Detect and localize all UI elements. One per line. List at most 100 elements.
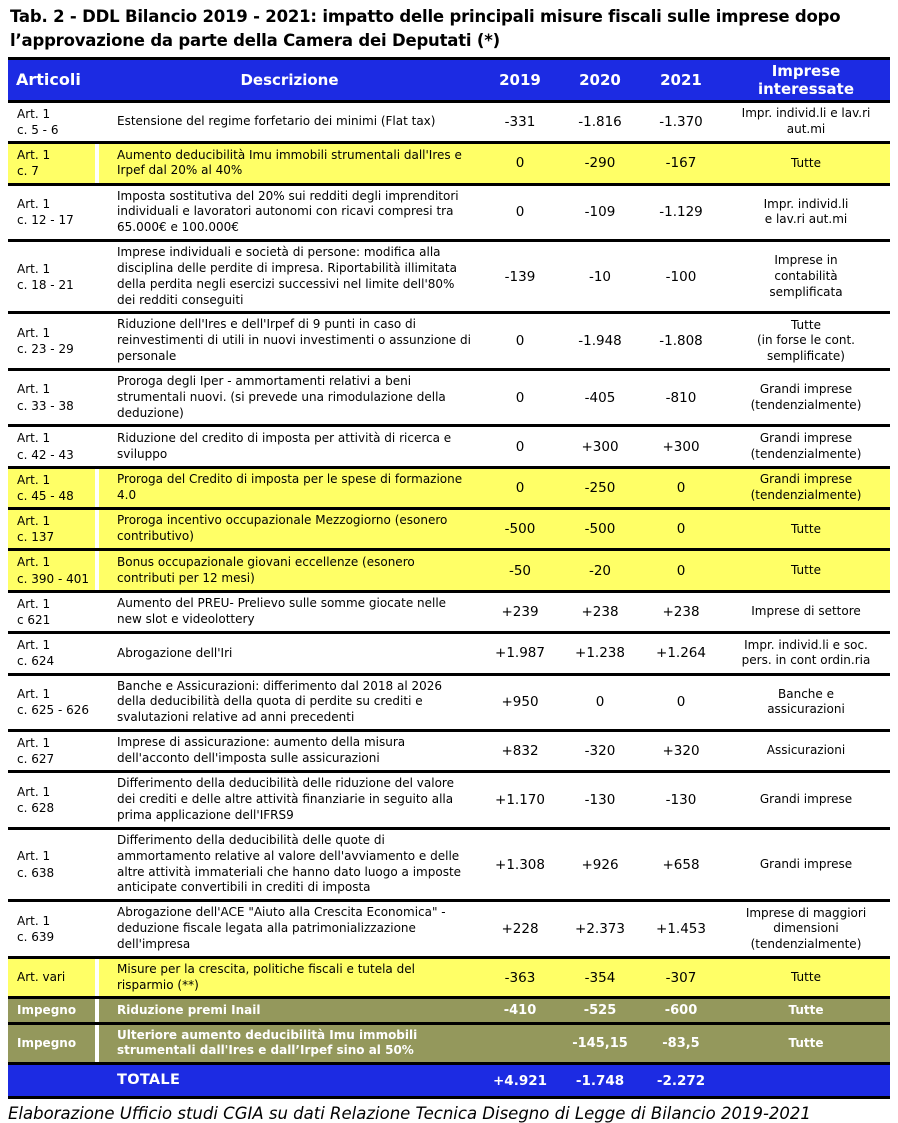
cell-descrizione: Aumento del PREU- Prelievo sulle somme g…	[99, 589, 480, 635]
cell-imprese: Grandi imprese	[722, 770, 890, 830]
cell-value-2021: +1.453	[640, 899, 722, 959]
cell-value-2021: +1.264	[640, 631, 722, 676]
column-gap	[95, 239, 99, 315]
cell-value-2020: -1.748	[560, 1062, 640, 1100]
table-row: Art. 1 c. 137 Proroga incentivo occupazi…	[8, 507, 890, 552]
cell-value-2020: -290	[560, 141, 640, 186]
cell-descrizione: Differimento della deducibilità delle qu…	[99, 826, 480, 903]
source-note: Elaborazione Ufficio studi CGIA su dati …	[8, 1104, 811, 1123]
table-row: Art. 1 c. 18 - 21 Imprese individuali e …	[8, 239, 890, 315]
cell-value-2020: 0	[560, 672, 640, 733]
cell-articolo: Art. 1 c. 627	[8, 729, 95, 774]
table-row: Art. 1 c. 390 - 401 Bonus occupazionale …	[8, 548, 890, 593]
cell-imprese: Imprese di maggiori dimensioni (tendenzi…	[722, 899, 890, 959]
cell-imprese: Grandi imprese (tendenzialmente)	[722, 424, 890, 469]
cell-articolo: Art. 1 c. 625 - 626	[8, 672, 95, 733]
cell-value-2019: -410	[480, 996, 560, 1025]
cell-value-2019: +228	[480, 899, 560, 959]
header-2021: 2021	[640, 56, 722, 103]
cell-value-2019: +4.921	[480, 1062, 560, 1100]
cell-articolo: Art. 1 c. 624	[8, 631, 95, 676]
cell-value-2021: -1.129	[640, 182, 722, 243]
column-gap	[95, 996, 99, 1025]
column-gap	[95, 141, 99, 186]
column-gap	[95, 631, 99, 676]
cell-descrizione: Bonus occupazionale giovani eccellenze (…	[99, 548, 480, 593]
cell-value-2021: -167	[640, 141, 722, 186]
cell-descrizione: Ulteriore aumento deducibilità Imu immob…	[99, 1021, 480, 1066]
table-row: Impegno Ulteriore aumento deducibilità I…	[8, 1021, 890, 1066]
column-gap	[95, 465, 99, 511]
cell-value-2020: -405	[560, 367, 640, 428]
cell-value-2019: +1.170	[480, 770, 560, 830]
cell-value-2021: 0	[640, 465, 722, 511]
cell-value-2019: -50	[480, 548, 560, 593]
cell-descrizione: Proroga incentivo occupazionale Mezzogio…	[99, 507, 480, 552]
header-imprese: Imprese interessate	[722, 56, 890, 103]
cell-imprese: Imprese in contabilità semplificata	[722, 239, 890, 315]
cell-articolo: Impegno	[8, 1021, 95, 1066]
cell-imprese: Tutte	[722, 141, 890, 186]
cell-value-2020: -20	[560, 548, 640, 593]
page-title: Tab. 2 - DDL Bilancio 2019 - 2021: impat…	[10, 7, 841, 50]
cell-descrizione: Imposta sostitutiva del 20% sui redditi …	[99, 182, 480, 243]
cell-value-2019: -363	[480, 955, 560, 1000]
cell-descrizione: Misure per la crescita, politiche fiscal…	[99, 955, 480, 1000]
cell-value-2019	[480, 1021, 560, 1066]
cell-value-2019: -500	[480, 507, 560, 552]
column-gap	[95, 770, 99, 830]
cell-value-2019: +1.987	[480, 631, 560, 676]
column-gap	[95, 367, 99, 428]
table-row: Art. 1 c. 627 Imprese di assicurazione: …	[8, 729, 890, 774]
header-gap	[95, 56, 99, 103]
cell-value-2020: -10	[560, 239, 640, 315]
table-row: Art. 1 c. 5 - 6 Estensione del regime fo…	[8, 99, 890, 145]
cell-value-2020: -525	[560, 996, 640, 1025]
cell-value-2020: -1.948	[560, 311, 640, 371]
cell-value-2021: 0	[640, 548, 722, 593]
table-row: Art. 1 c. 638 Differimento della deducib…	[8, 826, 890, 903]
column-gap	[95, 99, 99, 145]
cell-value-2020: -130	[560, 770, 640, 830]
cell-value-2020: -145,15	[560, 1021, 640, 1066]
cell-descrizione: Proroga degli Iper - ammortamenti relati…	[99, 367, 480, 428]
cell-imprese: Grandi imprese (tendenzialmente)	[722, 367, 890, 428]
cell-value-2020: -354	[560, 955, 640, 1000]
cell-articolo: Art. 1 c. 12 - 17	[8, 182, 95, 243]
cell-value-2020: +1.238	[560, 631, 640, 676]
cell-value-2019: 0	[480, 182, 560, 243]
header-descrizione: Descrizione	[99, 56, 480, 103]
table-row: Art. 1 c. 624 Abrogazione dell'Iri +1.98…	[8, 631, 890, 676]
cell-value-2021: +238	[640, 589, 722, 635]
cell-articolo: Art. vari	[8, 955, 95, 1000]
cell-imprese: Tutte	[722, 548, 890, 593]
table-row: TOTALE +4.921 -1.748 -2.272	[8, 1062, 890, 1100]
cell-value-2021: -307	[640, 955, 722, 1000]
cell-value-2021: +320	[640, 729, 722, 774]
cell-articolo: Art. 1 c. 5 - 6	[8, 99, 95, 145]
cell-value-2021: -600	[640, 996, 722, 1025]
header-2020: 2020	[560, 56, 640, 103]
cell-value-2021: 0	[640, 672, 722, 733]
cell-descrizione: Riduzione premi Inail	[99, 996, 480, 1025]
cell-value-2019: 0	[480, 465, 560, 511]
cell-imprese: Banche e assicurazioni	[722, 672, 890, 733]
cell-articolo: Art. 1 c. 639	[8, 899, 95, 959]
cell-value-2019: +1.308	[480, 826, 560, 903]
cell-imprese: Grandi imprese (tendenzialmente)	[722, 465, 890, 511]
cell-articolo: Art. 1 c. 628	[8, 770, 95, 830]
cell-articolo: Art. 1 c. 45 - 48	[8, 465, 95, 511]
column-gap	[95, 955, 99, 1000]
cell-value-2021: -130	[640, 770, 722, 830]
cell-imprese: Imprese di settore	[722, 589, 890, 635]
header-articoli: Articoli	[8, 56, 95, 103]
cell-value-2021: +300	[640, 424, 722, 469]
table-row: Art. 1 c. 45 - 48 Proroga del Credito di…	[8, 465, 890, 511]
cell-imprese: Impr. individ.li e lav.ri aut.mi	[722, 99, 890, 145]
cell-value-2020: -1.816	[560, 99, 640, 145]
cell-articolo: Art. 1 c. 137	[8, 507, 95, 552]
cell-value-2021: -1.370	[640, 99, 722, 145]
cell-articolo: Art. 1 c. 23 - 29	[8, 311, 95, 371]
cell-value-2021: -810	[640, 367, 722, 428]
cell-articolo: Art. 1 c. 33 - 38	[8, 367, 95, 428]
